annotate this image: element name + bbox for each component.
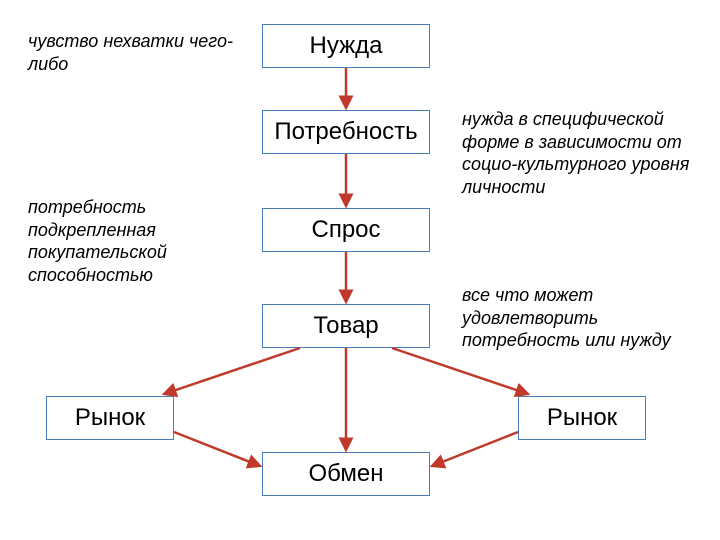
annotation-need: чувство нехватки чего-либо xyxy=(28,30,238,75)
node-label: Спрос xyxy=(311,216,380,244)
node-market-right: Рынок xyxy=(518,396,646,440)
annotation-product: все что может удовлетворить потребность … xyxy=(462,284,692,352)
node-demand: Спрос xyxy=(262,208,430,252)
node-label: Рынок xyxy=(75,404,145,432)
node-label: Нужда xyxy=(309,32,382,60)
arrow-product-marketL xyxy=(164,348,300,394)
arrow-product-marketR xyxy=(392,348,528,394)
node-label: Товар xyxy=(313,312,378,340)
annotation-demand: потребность подкрепленная покупательской… xyxy=(28,196,238,286)
node-need: Нужда xyxy=(262,24,430,68)
node-product: Товар xyxy=(262,304,430,348)
node-label: Рынок xyxy=(547,404,617,432)
node-market-left: Рынок xyxy=(46,396,174,440)
node-want: Потребность xyxy=(262,110,430,154)
annotation-want: нужда в специфической форме в зависимост… xyxy=(462,108,702,198)
node-label: Потребность xyxy=(274,118,417,146)
node-label: Обмен xyxy=(309,460,384,488)
arrow-marketL-exchange xyxy=(174,432,260,466)
node-exchange: Обмен xyxy=(262,452,430,496)
arrow-marketR-exchange xyxy=(432,432,518,466)
